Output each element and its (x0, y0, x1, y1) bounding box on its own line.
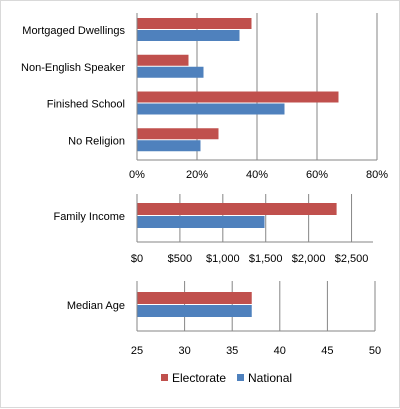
x-tick-label: 0% (129, 169, 145, 181)
category-label-no-religion: No Religion (68, 135, 125, 147)
x-tick-label: 60% (306, 169, 328, 181)
x-tick-label: $2,500 (335, 253, 369, 265)
x-tick-label: 40 (274, 345, 286, 357)
bar-electorate-finished-school (137, 91, 339, 103)
x-tick-label: 45 (321, 345, 333, 357)
x-tick-label: 40% (246, 169, 268, 181)
x-tick-label: 20% (186, 169, 208, 181)
x-tick-label: $1,000 (206, 253, 240, 265)
x-tick-label: 30 (178, 345, 190, 357)
legend-swatch-national (237, 374, 244, 381)
bar-electorate-non-english-speaker (137, 54, 189, 66)
x-tick-label: 25 (131, 345, 143, 357)
x-tick-label: 80% (366, 169, 388, 181)
category-label-mortgaged-dwellings: Mortgaged Dwellings (22, 25, 125, 37)
x-tick-label: $500 (168, 253, 192, 265)
x-tick-label: $1,500 (249, 253, 283, 265)
x-tick-label: 50 (369, 345, 381, 357)
chart-panel-1: 0% 20% 40% 60% 80% Mortgaged Dwellings Non-Eng… (21, 13, 388, 181)
legend-label-national: National (248, 371, 292, 385)
chart-panels: 0% 20% 40% 60% 80% Mortgaged Dwellings Non-Eng… (21, 13, 388, 357)
bar-electorate-median-age (137, 292, 252, 304)
bar-national-finished-school (137, 103, 285, 115)
bar-national-no-religion (137, 140, 201, 152)
legend: Electorate National (161, 371, 292, 385)
legend-label-electorate: Electorate (172, 371, 226, 385)
chart-panel-2: $0 $500 $1,000 $1,500 $2,000 $2,500 Family Inc… (53, 194, 373, 265)
bar-electorate-family-income (137, 203, 337, 215)
bar-national-mortgaged-dwellings (137, 30, 240, 41)
category-label-finished-school: Finished School (47, 99, 125, 111)
bar-electorate-no-religion (137, 128, 219, 140)
category-label-median-age: Median Age (67, 300, 125, 312)
category-label-non-english-speaker: Non-English Speaker (21, 62, 125, 74)
legend-swatch-electorate (161, 374, 168, 381)
bar-electorate-mortgaged-dwellings (137, 18, 252, 29)
bar-national-family-income (137, 216, 265, 228)
x-tick-label: $2,000 (292, 253, 326, 265)
bar-national-non-english-speaker (137, 66, 204, 78)
x-tick-label: 35 (226, 345, 238, 357)
bar-national-median-age (137, 305, 252, 317)
chart-panel-3: 25 30 35 40 45 50 Median Age (67, 281, 381, 357)
category-label-family-income: Family Income (53, 211, 125, 223)
x-tick-label: $0 (131, 253, 143, 265)
